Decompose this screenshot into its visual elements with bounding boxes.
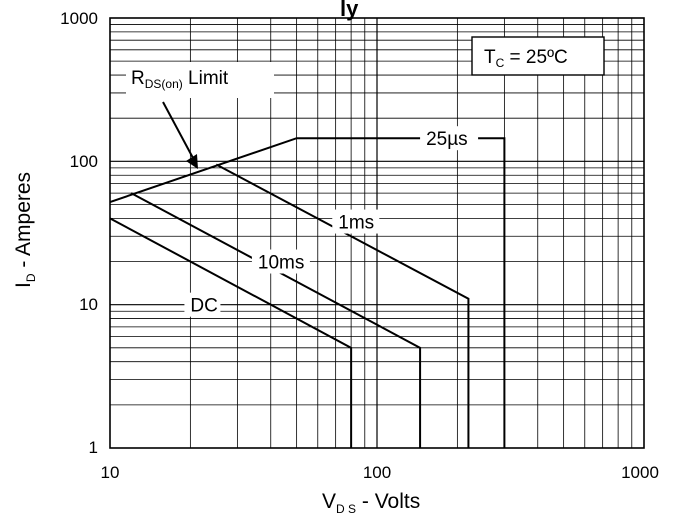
series-label-background [184, 292, 221, 317]
rds-limit-annotation: RDS(on) Limit [126, 62, 274, 169]
x-axis-title: VD S - Volts [322, 490, 420, 516]
x-tick-label: 1000 [621, 463, 659, 482]
x-tick-label: 10 [101, 463, 120, 482]
plot-area [109, 17, 645, 449]
y-axis: 1000 100 10 1 [60, 9, 98, 457]
series-label: 1ms [338, 213, 374, 234]
rds-limit-arrowhead [186, 154, 198, 169]
rds-limit-label: RDS(on) Limit [131, 68, 229, 91]
series-label-background [251, 249, 310, 274]
series-label-background [332, 209, 380, 234]
series-group [109, 137, 506, 448]
series-label-background [420, 126, 479, 151]
x-tick-label: 100 [363, 463, 391, 482]
y-tick-label: 10 [79, 295, 98, 314]
y-tick-label: 1000 [60, 9, 98, 28]
series-line-1ms [215, 163, 470, 448]
series-line-dc [109, 217, 353, 448]
rds-limit-arrow-line [162, 101, 194, 159]
condition-text: TC = 25ºC [484, 47, 568, 70]
series-label: 10ms [258, 253, 304, 274]
series-label: 25µs [426, 129, 468, 150]
y-tick-label: 1 [89, 438, 98, 457]
chart-title-fragment: ly [340, 0, 359, 21]
y-tick-label: 100 [70, 152, 98, 171]
condition-box: TC = 25ºC [471, 36, 605, 76]
series-label: DC [190, 296, 217, 317]
x-axis: 10 100 1000 [101, 463, 659, 482]
y-axis-title: ID - Amperes [12, 172, 38, 288]
series-labels: 25µs 1ms 10ms DC [184, 126, 479, 317]
series-line-25s [109, 137, 506, 448]
series-line-10ms [130, 192, 422, 448]
